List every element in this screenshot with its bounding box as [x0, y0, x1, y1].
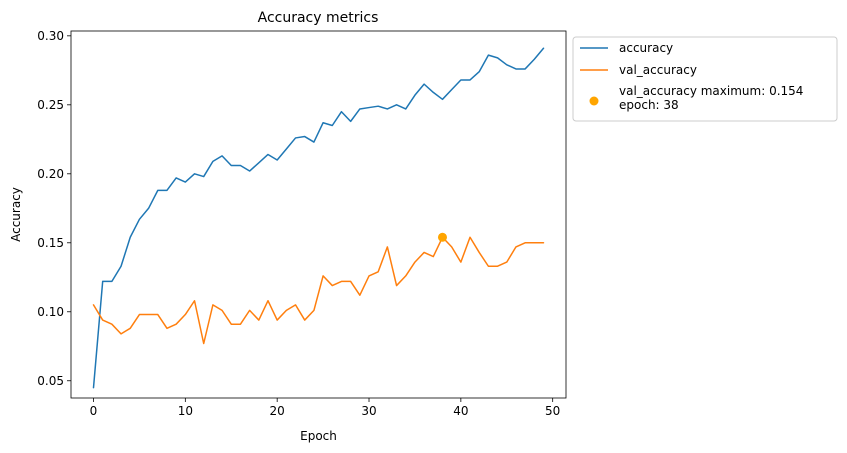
chart-title: Accuracy metrics — [258, 10, 379, 26]
legend-marker-maximum — [589, 96, 599, 106]
legend: accuracy val_accuracy val_accuracy maxim… — [572, 36, 838, 122]
x-axis: 0 10 20 30 40 50 — [90, 398, 560, 418]
legend-label-val-accuracy: val_accuracy — [619, 63, 697, 77]
x-tick-label: 50 — [545, 404, 560, 418]
plot-frame — [70, 30, 567, 399]
y-tick-label: 0.20 — [37, 167, 64, 181]
series-line-val-accuracy — [92, 236, 545, 345]
x-tick-label: 30 — [361, 404, 376, 418]
legend-label-maximum-line2: epoch: 38 — [619, 98, 679, 112]
x-tick-label: 40 — [453, 404, 468, 418]
x-tick-label: 0 — [90, 404, 98, 418]
legend-label-accuracy: accuracy — [619, 41, 673, 55]
y-tick-label: 0.15 — [37, 236, 64, 250]
maximum-point-marker — [437, 232, 447, 242]
x-tick-label: 20 — [270, 404, 285, 418]
legend-label-maximum-line1: val_accuracy maximum: 0.154 — [619, 84, 803, 98]
annotation — [437, 232, 447, 242]
y-tick-label: 0.25 — [37, 98, 64, 112]
y-tick-label: 0.10 — [37, 305, 64, 319]
series-line-accuracy — [92, 47, 545, 389]
plot-area: 0 10 20 30 40 50 0.05 0.10 0.15 0.20 0.25 0.30 — [37, 29, 567, 418]
y-tick-label: 0.05 — [37, 374, 64, 388]
y-axis: 0.05 0.10 0.15 0.20 0.25 0.30 — [37, 29, 71, 388]
y-axis-label: Accuracy — [9, 187, 23, 242]
legend-frame — [572, 36, 838, 122]
x-axis-label: Epoch — [300, 429, 337, 443]
x-tick-label: 10 — [178, 404, 193, 418]
series-lines — [92, 47, 545, 389]
y-tick-label: 0.30 — [37, 29, 64, 43]
